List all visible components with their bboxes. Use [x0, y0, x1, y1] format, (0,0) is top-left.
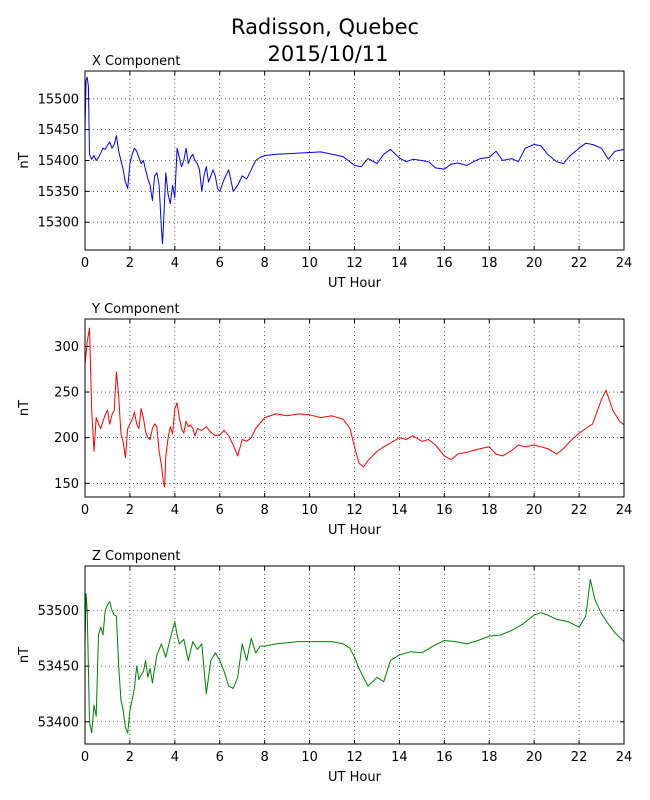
y-axis-label: nT	[17, 152, 32, 168]
x-tick-label: 18	[481, 503, 498, 518]
x-tick-label: 4	[171, 256, 179, 271]
series-line-0	[84, 76, 625, 245]
x-tick-label: 20	[526, 256, 543, 271]
x-tick-label: 14	[391, 750, 408, 765]
x-tick-label: 10	[301, 256, 318, 271]
x-tick-label: 20	[526, 750, 543, 765]
figure-title-line1: Radisson, Quebec	[231, 15, 419, 39]
y-tick-label: 15300	[38, 216, 79, 231]
x-tick-label: 2	[126, 256, 134, 271]
panel-title: Y Component	[91, 302, 180, 317]
plot-area	[85, 71, 624, 250]
x-tick-label: 12	[346, 256, 363, 271]
x-tick-label: 0	[81, 750, 89, 765]
panel-title: Z Component	[92, 549, 181, 564]
x-tick-label: 14	[391, 503, 408, 518]
y-axis-label: nT	[17, 400, 32, 416]
x-tick-label: 22	[571, 256, 588, 271]
y-tick-label: 15350	[38, 185, 79, 200]
figure-title-line2: 2015/10/11	[267, 42, 388, 66]
y-tick-label: 53400	[38, 715, 79, 730]
plot-frame	[84, 318, 625, 498]
x-axis-label: UT Hour	[328, 770, 382, 785]
x-component-panel: 0 2 4 6 8 10 12 14 16 18 20 22 241530015350154001545…	[17, 54, 632, 291]
x-tick-label: 0	[81, 503, 89, 518]
x-tick-label: 12	[346, 750, 363, 765]
x-tick-label: 8	[261, 750, 269, 765]
x-tick-label: 0	[81, 256, 89, 271]
x-tick-label: 4	[171, 750, 179, 765]
y-tick-label: 250	[54, 386, 79, 401]
x-axis-label: UT Hour	[328, 276, 382, 291]
x-tick-label: 8	[261, 256, 269, 271]
x-tick-label: 12	[346, 503, 363, 518]
x-tick-label: 24	[616, 750, 633, 765]
plot-frame	[84, 565, 625, 745]
x-tick-label: 18	[481, 750, 498, 765]
x-tick-label: 18	[481, 256, 498, 271]
x-tick-label: 16	[436, 750, 453, 765]
x-axis-label: UT Hour	[328, 523, 382, 538]
y-tick-label: 15450	[38, 123, 79, 138]
y-tick-label: 150	[54, 477, 79, 492]
x-tick-label: 2	[126, 503, 134, 518]
y-tick-label: 53450	[38, 660, 79, 675]
x-tick-label: 16	[436, 256, 453, 271]
x-tick-label: 6	[216, 750, 224, 765]
x-tick-label: 10	[301, 750, 318, 765]
x-tick-label: 24	[616, 256, 633, 271]
y-tick-label: 15400	[38, 154, 79, 169]
y-tick-label: 53500	[38, 604, 79, 619]
y-tick-label: 300	[54, 340, 79, 355]
series-line-0	[84, 578, 625, 734]
x-tick-label: 14	[391, 256, 408, 271]
y-tick-label: 200	[54, 431, 79, 446]
x-tick-label: 8	[261, 503, 269, 518]
x-tick-label: 22	[571, 750, 588, 765]
x-tick-label: 6	[216, 503, 224, 518]
plot-frame	[84, 70, 625, 251]
x-tick-label: 22	[571, 503, 588, 518]
y-axis-label: nT	[17, 647, 32, 663]
panel-title: X Component	[92, 54, 181, 69]
x-tick-label: 16	[436, 503, 453, 518]
x-tick-label: 6	[216, 256, 224, 271]
x-tick-label: 4	[171, 503, 179, 518]
x-tick-label: 10	[301, 503, 318, 518]
series-line-0	[84, 327, 625, 488]
x-tick-label: 2	[126, 750, 134, 765]
x-tick-label: 24	[616, 503, 633, 518]
y-tick-label: 15500	[38, 92, 79, 107]
x-tick-label: 20	[526, 503, 543, 518]
